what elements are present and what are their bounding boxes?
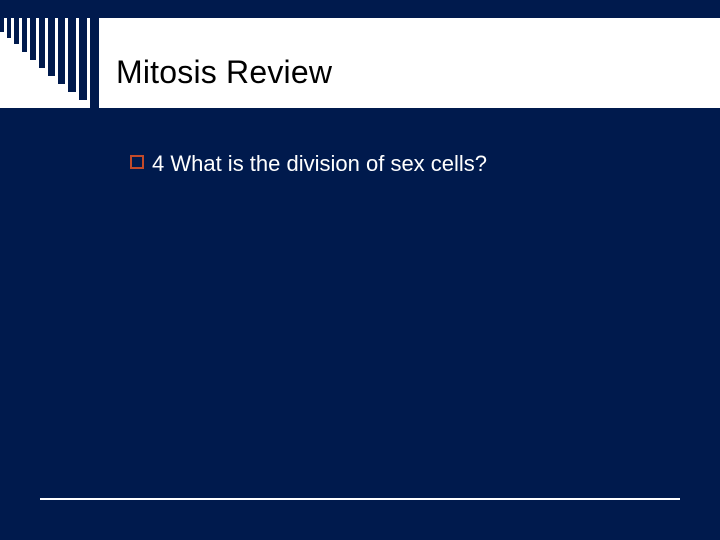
- title-band: Mitosis Review: [0, 18, 720, 108]
- slide-body: 4 What is the division of sex cells?: [130, 150, 660, 178]
- bottom-divider: [40, 498, 680, 500]
- comb-bar: [68, 18, 76, 92]
- comb-decoration: [0, 18, 102, 108]
- comb-bar: [14, 18, 19, 44]
- comb-bar: [79, 18, 87, 100]
- comb-bar: [58, 18, 65, 84]
- comb-bar: [7, 18, 11, 38]
- comb-bar: [48, 18, 55, 76]
- comb-bar: [22, 18, 27, 52]
- bullet-text: 4 What is the division of sex cells?: [152, 150, 487, 178]
- slide: Mitosis Review 4 What is the division of…: [0, 0, 720, 540]
- bullet-item: 4 What is the division of sex cells?: [130, 150, 660, 178]
- comb-bar: [30, 18, 36, 60]
- comb-bar: [90, 18, 99, 108]
- slide-title: Mitosis Review: [116, 54, 332, 91]
- square-bullet-icon: [130, 155, 144, 169]
- comb-bar: [0, 18, 4, 32]
- comb-bar: [39, 18, 45, 68]
